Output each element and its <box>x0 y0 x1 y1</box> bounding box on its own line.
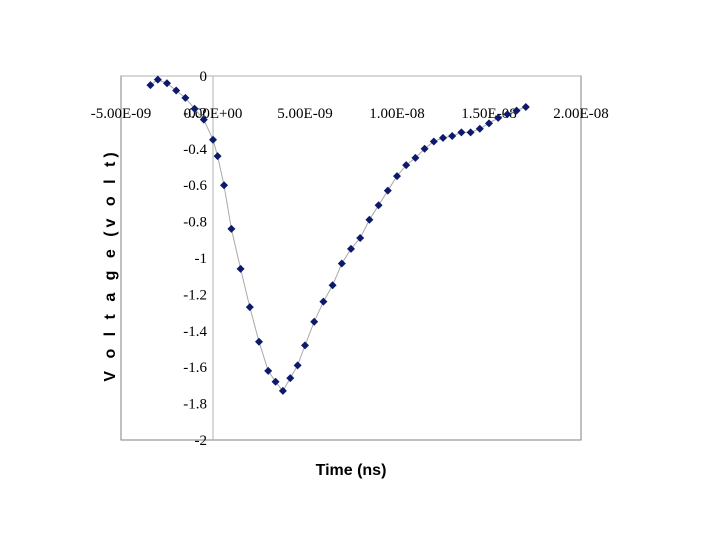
x-tick-label: 5.00E-09 <box>277 106 332 122</box>
data-point <box>328 281 337 290</box>
x-tick-label: -5.00E-09 <box>91 106 151 122</box>
y-tick-labels: 0 -0.2 -0.4 -0.6 -0.8 -1 -1.2 -1.4 -1.6 -1.8 -2 <box>183 69 207 449</box>
y-tick-label: -1.4 <box>183 324 207 340</box>
data-point <box>521 102 530 111</box>
data-point <box>402 161 411 170</box>
data-point <box>457 128 466 137</box>
y-tick-label: -0.8 <box>183 215 207 231</box>
data-point <box>310 317 319 326</box>
y-tick-label: -1 <box>195 251 208 267</box>
y-tick-label: -1.6 <box>183 360 207 376</box>
y-tick-label: -2 <box>195 433 208 449</box>
plot-area-frame <box>120 75 582 441</box>
data-point <box>365 215 374 224</box>
x-axis-label: Time (ns) <box>316 462 387 479</box>
data-point <box>227 224 236 233</box>
data-point <box>264 366 273 375</box>
data-point <box>255 337 263 346</box>
data-point <box>163 79 171 88</box>
data-point <box>213 152 222 161</box>
data-point <box>278 386 287 395</box>
y-tick-label: -0.6 <box>183 178 207 194</box>
data-point <box>199 115 208 124</box>
data-point <box>494 113 503 122</box>
data-point <box>301 341 309 350</box>
x-tick-label: 1.50E-08 <box>461 106 516 122</box>
data-point <box>383 186 392 195</box>
data-point <box>271 377 280 386</box>
data-point <box>347 244 355 253</box>
x-tick-label: 1.00E-08 <box>369 106 424 122</box>
x-tick-labels: -5.00E-09 0.00E+00 5.00E-09 1.00E-08 1.50E-0… <box>91 106 609 122</box>
data-point <box>236 264 245 273</box>
data-point <box>220 181 229 190</box>
data-point <box>146 81 155 90</box>
data-point <box>503 110 512 119</box>
data-point <box>448 132 457 141</box>
x-tick-label: 0.00E+00 <box>184 106 243 122</box>
data-point <box>172 86 181 95</box>
y-axis-label: V o l t a g e (v o l t) <box>102 148 119 381</box>
data-point <box>420 144 429 153</box>
y-tick-label: -1.2 <box>183 287 207 303</box>
data-point <box>153 75 162 84</box>
data-point <box>439 133 447 142</box>
series-line <box>150 79 526 392</box>
data-point <box>374 201 383 210</box>
data-point <box>466 128 475 137</box>
data-point <box>356 233 365 242</box>
data-point <box>319 297 328 306</box>
data-point <box>485 119 493 128</box>
data-point <box>286 374 295 383</box>
x-tick-label: 2.00E-08 <box>553 106 608 122</box>
y-tick-label: -0.2 <box>183 105 207 121</box>
y-tick-label: 0 <box>200 69 208 85</box>
data-point <box>393 172 401 181</box>
data-point <box>181 93 190 102</box>
data-point <box>411 153 420 162</box>
data-point <box>190 104 199 113</box>
y-tick-label: -0.4 <box>183 142 207 158</box>
data-point <box>337 259 346 268</box>
data-point <box>245 303 254 312</box>
data-points <box>146 75 530 395</box>
y-tick-label: -1.8 <box>183 397 207 413</box>
data-point <box>512 106 521 115</box>
data-point <box>429 137 438 146</box>
data-point <box>209 135 217 144</box>
data-point <box>293 361 302 370</box>
data-point <box>475 124 484 133</box>
